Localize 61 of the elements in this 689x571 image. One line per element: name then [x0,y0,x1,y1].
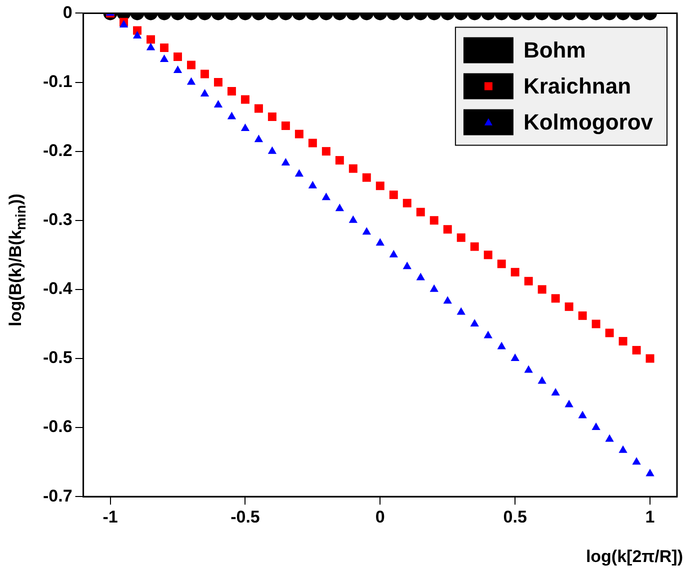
point [362,173,371,182]
point [322,147,330,156]
point [335,156,344,165]
point [402,198,412,208]
point [443,225,452,234]
point [416,272,425,280]
point [510,353,520,361]
point [430,284,438,292]
point [592,320,600,328]
point [646,354,654,363]
y-tick-label: 0 [62,2,72,22]
point [389,190,398,200]
point [646,468,654,476]
y-tick-label: -0.3 [42,210,72,230]
point [484,250,492,260]
point [470,318,479,326]
point [578,410,587,418]
y-tick-label: -0.5 [42,348,72,368]
legend-label: Kraichnan [523,73,632,98]
point [510,268,520,276]
point [524,365,533,373]
x-tick-label: -0.5 [230,507,260,526]
point [416,208,425,216]
y-tick-label: -0.7 [42,486,72,506]
x-tick-label: 0 [375,507,385,526]
point [497,260,506,268]
point [484,330,492,338]
point [605,434,614,442]
point [578,311,587,320]
point [618,445,628,453]
y-tick-label: -0.1 [42,72,72,91]
point [456,233,466,242]
point [564,400,574,408]
point [538,285,546,294]
y-tick-label: -0.6 [42,417,72,436]
point [564,302,574,311]
point [605,328,614,338]
point [348,164,358,173]
point [551,388,560,396]
point [592,422,600,430]
point [376,182,384,190]
x-tick-label: 0.5 [503,507,527,526]
point [430,216,438,225]
point [524,276,533,286]
point [402,262,412,270]
x-tick-label: -1 [102,507,118,526]
legend-label: Bohm [523,37,586,62]
point [551,294,560,303]
point [443,296,452,304]
point [632,457,641,465]
point [497,342,506,350]
point [632,346,641,354]
point [618,336,628,346]
legend-label: Kolmogorov [523,109,654,134]
y-tick-label: -0.2 [42,141,72,160]
point [470,242,479,251]
y-tick-label: -0.4 [42,279,73,298]
point [538,376,546,384]
point [456,307,466,315]
x-tick-label: 1 [645,507,655,526]
x-axis-title: log(k[2π/R]) [586,547,683,567]
